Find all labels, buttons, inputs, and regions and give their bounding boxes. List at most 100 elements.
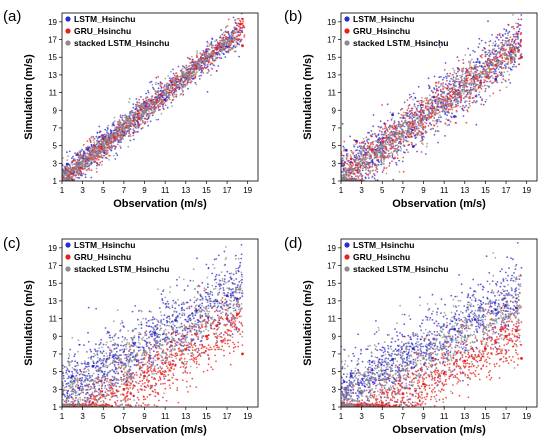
data-point [470,88,473,91]
data-point [145,99,148,101]
data-point [447,119,449,122]
data-point [421,123,424,126]
data-point [452,83,455,85]
data-point [429,102,431,105]
data-point [89,163,92,166]
data-point [240,27,242,29]
data-point [477,66,479,68]
data-point [387,156,389,159]
data-point [436,118,439,121]
data-point [400,123,403,126]
data-point [143,109,146,113]
data-point [141,111,144,114]
data-point [88,169,91,172]
data-point [147,103,150,105]
data-point [491,34,493,36]
data-point [507,78,510,81]
data-point [451,93,454,96]
data-point [230,41,233,44]
data-point [206,90,209,93]
data-point [157,103,160,106]
data-point [437,112,440,115]
data-point [220,51,223,54]
data-point [495,56,498,59]
data-point [451,97,454,100]
data-point [132,106,135,109]
data-point [153,96,156,99]
data-point [486,71,488,73]
data-point [82,155,84,158]
data-point [388,136,391,138]
data-point [437,94,439,97]
data-point [461,68,463,70]
data-point [131,111,134,114]
data-point [430,113,433,116]
data-point [190,55,193,58]
data-point [68,171,70,174]
y-tick-label: 17 [48,36,57,45]
data-point [514,61,516,63]
data-point [225,26,227,29]
data-point [222,44,225,47]
data-point [409,122,412,125]
data-point [69,167,72,170]
data-point [152,112,155,115]
data-point [122,133,125,136]
data-point [472,61,475,64]
data-point [402,141,405,144]
data-point [166,99,168,102]
data-point [398,130,401,133]
data-point [75,176,78,179]
data-point [509,82,512,84]
data-point [460,97,463,99]
data-point [395,161,397,164]
data-point [449,91,451,93]
data-point [381,142,384,145]
data-point [130,125,133,128]
data-point [343,148,346,151]
data-point [383,134,385,137]
data-point [79,171,81,174]
data-point [138,111,141,114]
series-stacked-lstm_hsinchu [62,17,239,181]
data-point [186,70,189,73]
data-point [401,107,403,110]
data-point [170,77,173,80]
data-point [95,135,98,138]
data-point [112,129,115,132]
data-point [398,133,400,136]
data-point [89,150,92,153]
data-point [148,110,151,113]
data-point [511,65,514,68]
data-point [488,40,491,43]
data-point [391,160,393,163]
data-point [455,72,458,75]
data-point [124,135,127,137]
data-point [364,152,366,154]
data-point [407,151,409,154]
data-point [434,114,436,117]
data-point [181,76,184,78]
data-point [421,97,423,99]
y-tick-label: 19 [48,18,57,27]
data-point [420,114,423,116]
y-axis-title: Simulation (m/s) [23,54,35,140]
data-point [359,172,362,175]
data-point [361,150,363,152]
data-point [182,70,185,73]
data-point [469,54,472,56]
data-point [434,109,437,112]
data-point [519,45,522,48]
data-point [155,118,158,121]
data-point [242,24,245,27]
data-point [73,173,76,176]
data-point [120,141,122,144]
data-point [399,132,402,135]
data-point [449,72,452,75]
data-point [124,130,127,132]
data-point [411,112,413,115]
data-point [65,166,68,169]
data-point [501,71,503,74]
data-point [346,160,349,163]
data-point [414,96,417,99]
